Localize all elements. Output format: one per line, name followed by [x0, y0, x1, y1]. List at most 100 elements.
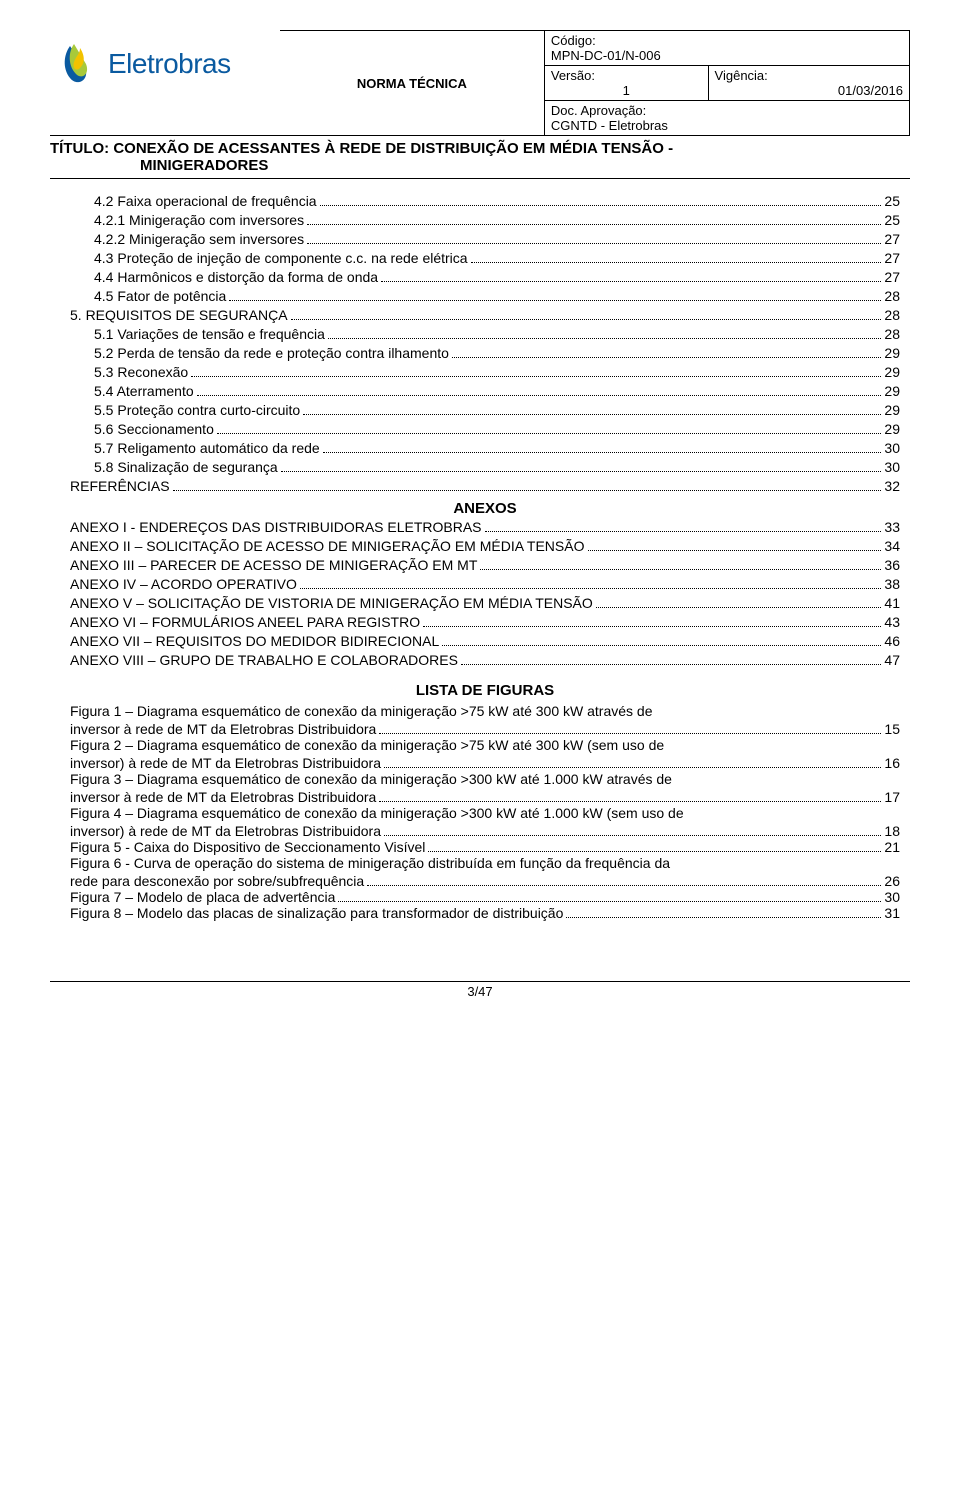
lista-figuras-heading: LISTA DE FIGURAS — [70, 682, 900, 699]
figura-leader — [379, 801, 881, 802]
figura-page: 18 — [884, 823, 900, 839]
toc-entry: 5. REQUISITOS DE SEGURANÇA 28 — [70, 307, 900, 323]
toc-entry: 5.5 Proteção contra curto-circuito 29 — [70, 402, 900, 418]
toc-text: 4.3 Proteção de injeção de componente c.… — [94, 250, 468, 266]
toc-text: 5. REQUISITOS DE SEGURANÇA — [70, 307, 288, 323]
vigencia-value: 01/03/2016 — [715, 83, 903, 98]
toc-entry: 5.3 Reconexão 29 — [70, 364, 900, 380]
toc-text: 5.8 Sinalização de segurança — [94, 459, 278, 475]
versao-value: 1 — [551, 83, 702, 98]
toc-entry: 4.2.2 Minigeração sem inversores 27 — [70, 231, 900, 247]
figura-leader — [384, 835, 881, 836]
toc-entry: 5.2 Perda de tensão da rede e proteção c… — [70, 345, 900, 361]
toc-leader — [320, 205, 882, 206]
toc-page: 29 — [884, 421, 900, 437]
anexo-text: ANEXO V – SOLICITAÇÃO DE VISTORIA DE MIN… — [70, 595, 593, 611]
toc-leader — [323, 452, 882, 453]
figura-entry: inversor à rede de MT da Eletrobras Dist… — [70, 789, 900, 805]
toc-entry: 5.1 Variações de tensão e frequência 28 — [70, 326, 900, 342]
lista-figuras: Figura 1 – Diagrama esquemático de conex… — [70, 703, 900, 921]
figura-leader — [379, 733, 881, 734]
eletrobras-logo-icon — [50, 38, 102, 90]
company-name: Eletrobras — [108, 48, 231, 80]
toc-page: 27 — [884, 269, 900, 285]
toc-entry: 5.7 Religamento automático da rede 30 — [70, 440, 900, 456]
toc-entry: 4.4 Harmônicos e distorção da forma de o… — [70, 269, 900, 285]
title-prefix: TÍTULO: — [50, 140, 113, 157]
toc-leader — [452, 357, 882, 358]
toc-entry: 5.4 Aterramento 29 — [70, 383, 900, 399]
anexo-page: 47 — [884, 652, 900, 668]
figura-entry: inversor) à rede de MT da Eletrobras Dis… — [70, 823, 900, 839]
figura-page: 17 — [884, 789, 900, 805]
anexo-page: 33 — [884, 519, 900, 535]
anexos-list: ANEXO I - ENDEREÇOS DAS DISTRIBUIDORAS E… — [70, 519, 900, 668]
anexo-text: ANEXO II – SOLICITAÇÃO DE ACESSO DE MINI… — [70, 538, 585, 554]
logo-block: Eletrobras — [50, 30, 280, 136]
toc-page: 29 — [884, 402, 900, 418]
toc-page: 28 — [884, 326, 900, 342]
toc-leader — [303, 414, 881, 415]
figura-leader — [566, 917, 881, 918]
toc-text: 5.2 Perda de tensão da rede e proteção c… — [94, 345, 449, 361]
anexo-text: ANEXO VIII – GRUPO DE TRABALHO E COLABOR… — [70, 652, 458, 668]
toc-page: 27 — [884, 250, 900, 266]
figura-leader — [367, 885, 881, 886]
anexo-entry: ANEXO III – PARECER DE ACESSO DE MINIGER… — [70, 557, 900, 573]
figura-text-line: Figura 3 – Diagrama esquemático de conex… — [70, 771, 900, 787]
figura-leader — [384, 767, 881, 768]
toc-page: 28 — [884, 307, 900, 323]
toc-text: 5.4 Aterramento — [94, 383, 194, 399]
toc: 4.2 Faixa operacional de frequência 25 4.… — [70, 193, 900, 494]
toc-text: 4.2.1 Minigeração com inversores — [94, 212, 304, 228]
toc-leader — [307, 243, 881, 244]
anexos-heading: ANEXOS — [70, 500, 900, 517]
title-line2: MINIGERADORES — [50, 157, 268, 174]
toc-text: 4.2 Faixa operacional de frequência — [94, 193, 317, 209]
figura-page: 31 — [884, 905, 900, 921]
toc-page: 29 — [884, 383, 900, 399]
codigo-value: MPN-DC-01/N-006 — [551, 48, 661, 63]
figura-page: 30 — [884, 889, 900, 905]
toc-leader — [173, 490, 882, 491]
toc-leader — [229, 300, 881, 301]
figura-entry: Figura 8 – Modelo das placas de sinaliza… — [70, 905, 900, 921]
figura-page: 21 — [884, 839, 900, 855]
figura-page: 26 — [884, 873, 900, 889]
doc-header: Eletrobras NORMA TÉCNICA Código: MPN-DC-… — [50, 30, 910, 136]
toc-page: 25 — [884, 193, 900, 209]
toc-page: 32 — [884, 478, 900, 494]
toc-entry: 5.6 Seccionamento 29 — [70, 421, 900, 437]
toc-leader — [217, 433, 882, 434]
figura-last-text: Figura 8 – Modelo das placas de sinaliza… — [70, 905, 563, 921]
toc-text: 5.6 Seccionamento — [94, 421, 214, 437]
figura-text-line: Figura 4 – Diagrama esquemático de conex… — [70, 805, 900, 821]
toc-leader — [291, 319, 882, 320]
anexo-text: ANEXO III – PARECER DE ACESSO DE MINIGER… — [70, 557, 477, 573]
toc-page: 29 — [884, 345, 900, 361]
anexo-leader — [423, 626, 881, 627]
anexo-entry: ANEXO IV – ACORDO OPERATIVO38 — [70, 576, 900, 592]
toc-text: 5.3 Reconexão — [94, 364, 188, 380]
page-footer: 3/47 — [50, 981, 910, 999]
anexo-page: 34 — [884, 538, 900, 554]
anexo-leader — [480, 569, 881, 570]
figura-leader — [428, 851, 881, 852]
anexo-entry: ANEXO II – SOLICITAÇÃO DE ACESSO DE MINI… — [70, 538, 900, 554]
figura-leader — [338, 901, 881, 902]
norma-label: NORMA TÉCNICA — [280, 31, 544, 136]
toc-page: 25 — [884, 212, 900, 228]
anexo-text: ANEXO VI – FORMULÁRIOS ANEEL PARA REGIST… — [70, 614, 420, 630]
anexo-leader — [461, 664, 881, 665]
toc-text: REFERÊNCIAS — [70, 478, 170, 494]
figura-entry: Figura 7 – Modelo de placa de advertênci… — [70, 889, 900, 905]
figura-entry: rede para desconexão por sobre/subfrequê… — [70, 873, 900, 889]
figura-last-text: inversor à rede de MT da Eletrobras Dist… — [70, 789, 376, 805]
codigo-label: Código: — [551, 33, 596, 48]
figura-entry: Figura 5 - Caixa do Dispositivo de Secci… — [70, 839, 900, 855]
toc-leader — [307, 224, 881, 225]
toc-text: 4.4 Harmônicos e distorção da forma de o… — [94, 269, 378, 285]
figura-entry: inversor) à rede de MT da Eletrobras Dis… — [70, 755, 900, 771]
figura-last-text: inversor) à rede de MT da Eletrobras Dis… — [70, 823, 381, 839]
toc-entry: 4.5 Fator de potência 28 — [70, 288, 900, 304]
